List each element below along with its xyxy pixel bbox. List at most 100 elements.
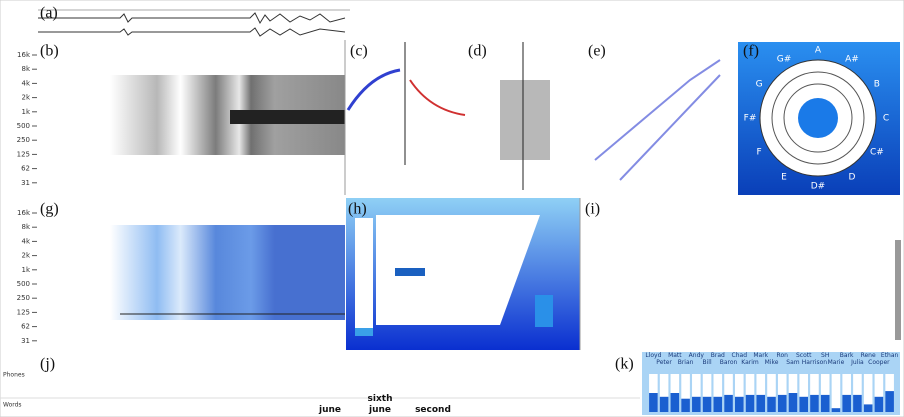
- speaker-bar: [692, 396, 701, 412]
- speaker-name: Peter: [656, 359, 672, 366]
- freq-label: 16k: [17, 209, 31, 217]
- speaker-slot: [702, 374, 712, 412]
- chroma-note: F: [757, 148, 762, 158]
- level-meter-fill: [355, 328, 373, 336]
- speaker-name: Matt: [668, 352, 682, 359]
- chroma-note: C: [883, 114, 889, 124]
- speaker-name: Julia: [850, 359, 864, 366]
- speaker-bar: [649, 393, 658, 412]
- speaker-name: Mark: [753, 352, 768, 359]
- panel-label: (d): [468, 43, 487, 60]
- speaker-name: Mike: [765, 359, 779, 366]
- speaker-bar: [713, 396, 723, 412]
- speaker-name: Lloyd: [645, 352, 661, 359]
- panel-label: (c): [350, 43, 368, 60]
- chroma-note: F#: [744, 114, 757, 124]
- spectrogram-energy: [110, 225, 345, 320]
- trace: [346, 68, 401, 111]
- speaker-bar: [810, 394, 819, 412]
- speaker-slot: [820, 374, 830, 412]
- speaker-name: Bill: [703, 359, 712, 366]
- speaker-bar: [767, 396, 776, 412]
- speaker-name: Brian: [678, 359, 694, 366]
- speaker-slot: [734, 374, 744, 412]
- chroma-core: [798, 98, 838, 138]
- chroma-note: E: [781, 172, 787, 182]
- level-meter: [355, 218, 373, 328]
- speaker-bar: [799, 396, 809, 412]
- freq-label: 250: [17, 136, 30, 144]
- speaker-slot: [713, 374, 723, 412]
- speaker-name: Andy: [689, 352, 705, 359]
- panel-label: (j): [40, 356, 55, 373]
- freq-label: 2k: [21, 94, 30, 102]
- trace: [594, 59, 721, 181]
- speaker-slot: [767, 374, 776, 412]
- waveform: [38, 12, 346, 25]
- speaker-bar: [670, 393, 680, 412]
- freq-label: 62: [21, 165, 30, 173]
- freq-label: 8k: [21, 65, 30, 73]
- speaker-bar: [724, 394, 733, 412]
- chroma-note: G: [756, 80, 763, 90]
- freq-label: 125: [17, 308, 30, 316]
- chroma-note: D: [849, 172, 856, 182]
- speaker-bar: [777, 394, 787, 412]
- panel-label: (a): [40, 5, 58, 22]
- word: sixth: [368, 394, 393, 404]
- speaker-bar: [820, 394, 830, 412]
- scatter-cloud: [500, 80, 550, 160]
- chroma-note: A: [815, 46, 822, 56]
- freq-label: 4k: [21, 237, 30, 245]
- chroma-ring: [783, 83, 853, 153]
- word: june: [368, 405, 391, 415]
- speaker-slot: [831, 374, 841, 412]
- chroma-note: B: [874, 80, 880, 90]
- waveform: [38, 27, 346, 37]
- scrollbar: [895, 240, 901, 340]
- speaker-name: SH: [821, 352, 829, 359]
- speaker-name: Baron: [720, 359, 738, 366]
- spectrogram-band: [230, 110, 345, 124]
- freq-label: 500: [17, 122, 30, 130]
- row-label: Words: [3, 402, 22, 409]
- panel-label: (f): [743, 43, 759, 60]
- speaker-bar: [863, 404, 873, 412]
- speaker-name: Scott: [796, 352, 812, 359]
- freq-label: 4k: [21, 79, 30, 87]
- freq-label: 62: [21, 323, 30, 331]
- speaker-bar: [659, 396, 669, 412]
- panel-label: (k): [615, 356, 634, 373]
- speaker-bar: [788, 393, 798, 412]
- speaker-bar: [756, 394, 766, 412]
- freq-label: 31: [21, 179, 30, 187]
- freq-label: 8k: [21, 223, 30, 231]
- speaker-name: Harrison: [802, 359, 827, 366]
- pitch-blob: [395, 268, 425, 276]
- pitch-area: [376, 215, 540, 325]
- panel-label: (b): [40, 43, 59, 60]
- speaker-name: Chad: [732, 352, 748, 359]
- speaker-name: Sam: [786, 359, 799, 366]
- speaker-slot: [863, 374, 873, 412]
- freq-label: 250: [17, 294, 30, 302]
- speaker-name: Rene: [861, 352, 876, 359]
- pitch-box: [535, 295, 553, 327]
- speaker-bar: [885, 391, 894, 412]
- speaker-slot: [745, 374, 755, 412]
- speaker-slot: [810, 374, 819, 412]
- speaker-name: Cooper: [868, 359, 890, 366]
- freq-label: 1k: [21, 108, 30, 116]
- freq-label: 31: [21, 337, 30, 345]
- speaker-bar: [831, 408, 841, 412]
- speaker-bar: [681, 398, 690, 412]
- speaker-bar: [853, 394, 862, 412]
- speaker-slot: [724, 374, 733, 412]
- speaker-slot: [659, 374, 669, 412]
- trace: [409, 79, 466, 116]
- speaker-slot: [853, 374, 862, 412]
- speaker-name: Brad: [711, 352, 725, 359]
- chroma-note: C#: [870, 148, 884, 158]
- freq-label: 2k: [21, 252, 30, 260]
- speaker-bar: [702, 396, 712, 412]
